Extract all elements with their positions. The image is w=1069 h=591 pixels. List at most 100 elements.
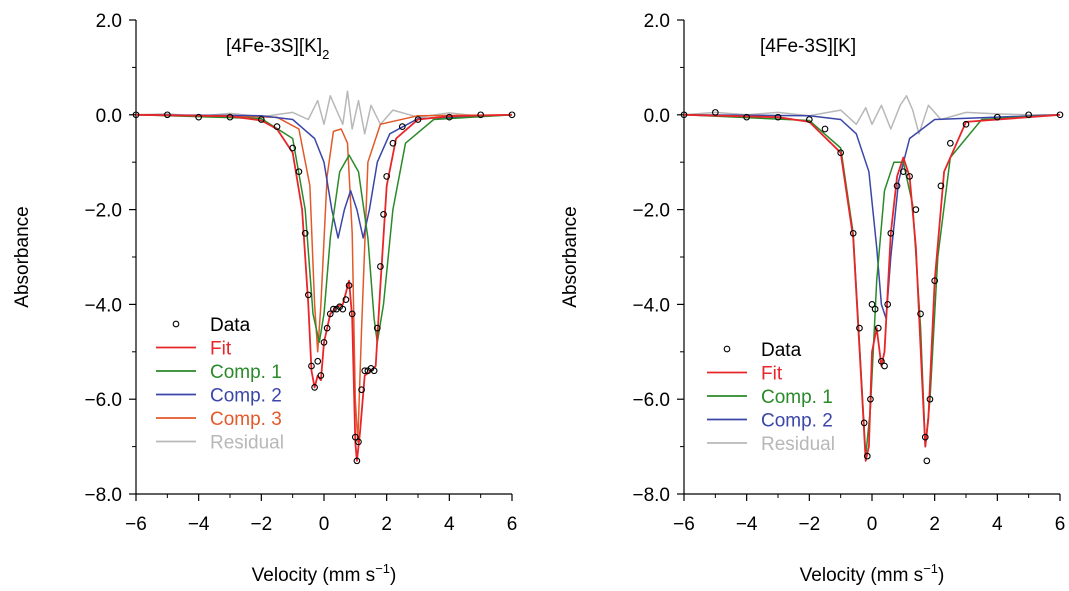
x-tick-label: 2 <box>381 514 392 535</box>
legend-label: Residual <box>761 434 835 455</box>
legend-label: Data <box>210 315 251 336</box>
series-line-comp-3 <box>135 114 513 443</box>
panel-title-subscript: 2 <box>322 47 329 62</box>
data-point <box>295 168 303 176</box>
y-axis-label: Absorbance <box>560 206 581 307</box>
data-point <box>868 301 876 308</box>
data-point <box>370 367 378 375</box>
legend-label: Comp. 1 <box>210 362 282 383</box>
data-point <box>330 305 337 313</box>
data-point <box>389 139 397 147</box>
legend-label: Fit <box>210 339 232 360</box>
data-point <box>926 395 934 403</box>
x-tick-label: −6 <box>125 514 147 535</box>
x-axis-label: Velocity (mm s−1) <box>800 561 945 586</box>
data-point <box>923 457 931 465</box>
x-tick-label: −6 <box>673 514 695 535</box>
x-tick-label: 2 <box>929 514 940 535</box>
legend-label: Data <box>761 340 802 361</box>
data-point <box>380 210 387 218</box>
x-tick-label: 4 <box>444 514 455 535</box>
data-point <box>373 324 381 332</box>
data-point <box>355 438 362 446</box>
series-line-fit <box>683 113 1061 462</box>
y-tick-label: −2.0 <box>632 201 670 222</box>
panel-title: [4Fe-3S][K] <box>760 36 856 57</box>
x-tick-label: −2 <box>250 514 272 535</box>
data-point <box>912 206 920 213</box>
data-point <box>856 324 863 332</box>
series-line-fit <box>135 113 513 462</box>
data-point <box>351 433 359 441</box>
y-tick-label: 0.0 <box>96 106 122 127</box>
series-data-markers <box>680 109 1064 465</box>
legend-marker <box>172 320 180 328</box>
data-point <box>508 111 516 119</box>
x-axis-label-unit-exponent: −1 <box>375 561 390 576</box>
data-point <box>962 120 970 128</box>
x-axis-label: Velocity (mm s−1) <box>252 561 397 586</box>
data-point <box>273 123 281 130</box>
data-point <box>993 113 1001 121</box>
x-tick-label: 6 <box>507 514 518 535</box>
panel-title-text: [4Fe-3S][K] <box>226 36 322 57</box>
data-point <box>132 111 140 119</box>
chart-panel-2: 2.0 0.0 −2.0 −4.0 −6.0 −8.0−6 −4 −2 0 2 4 6 Absorban… <box>560 11 1065 586</box>
data-point <box>821 125 829 133</box>
series-line-residual <box>135 90 513 135</box>
data-point <box>342 296 350 304</box>
data-point <box>339 305 347 313</box>
data-point <box>805 116 813 123</box>
series-line-comp-2 <box>683 114 1061 320</box>
legend-label: Comp. 3 <box>210 409 282 430</box>
y-axis-label: Absorbance <box>12 206 33 307</box>
data-point <box>878 357 885 365</box>
x-axis-label-close: ) <box>390 565 396 586</box>
legend-label: Comp. 2 <box>761 411 833 432</box>
y-tick-label: −8.0 <box>84 485 122 506</box>
data-point <box>361 367 369 375</box>
chart-panel-1: 2.0 0.0 −2.0 −4.0 −6.0 −8.0−6 −4 −2 0 2 4 6 Absorban… <box>12 11 517 586</box>
data-point <box>860 419 868 427</box>
data-point <box>917 310 924 318</box>
data-point <box>946 139 954 147</box>
data-point <box>1025 111 1033 119</box>
data-point <box>743 113 751 121</box>
data-point <box>289 144 297 152</box>
x-axis-label-main: Velocity (mm s <box>800 565 924 586</box>
data-point <box>195 113 203 121</box>
y-tick-label: 2.0 <box>96 11 122 32</box>
y-tick-label: −6.0 <box>84 390 122 411</box>
y-tick-label: −8.0 <box>632 485 670 506</box>
panel-title-text: [4Fe-3S][K] <box>760 36 856 57</box>
data-point <box>314 357 322 365</box>
data-point <box>887 229 895 237</box>
data-point <box>837 149 845 157</box>
data-point <box>871 305 879 313</box>
data-point <box>906 173 913 180</box>
data-point <box>308 362 315 370</box>
data-point <box>711 109 719 116</box>
x-tick-label: −4 <box>188 514 210 535</box>
data-point <box>849 229 857 237</box>
legend-label: Residual <box>210 433 284 454</box>
series-line-residual <box>683 95 1060 135</box>
data-point <box>353 457 361 465</box>
panel-title: [4Fe-3S][K]2 <box>226 36 329 62</box>
data-point <box>774 113 782 121</box>
x-axis-label-close: ) <box>938 565 944 586</box>
legend-label: Comp. 2 <box>210 386 282 407</box>
series-line-comp-2 <box>135 114 513 239</box>
y-tick-label: −4.0 <box>632 295 670 316</box>
y-tick-label: −6.0 <box>632 390 670 411</box>
data-point <box>226 113 234 121</box>
x-tick-label: 0 <box>319 514 330 535</box>
data-point <box>863 452 871 460</box>
series-data-markers <box>132 111 516 465</box>
data-point <box>931 277 939 285</box>
data-point <box>477 111 485 119</box>
data-point <box>323 324 331 332</box>
x-axis-label-main: Velocity (mm s <box>252 565 376 586</box>
